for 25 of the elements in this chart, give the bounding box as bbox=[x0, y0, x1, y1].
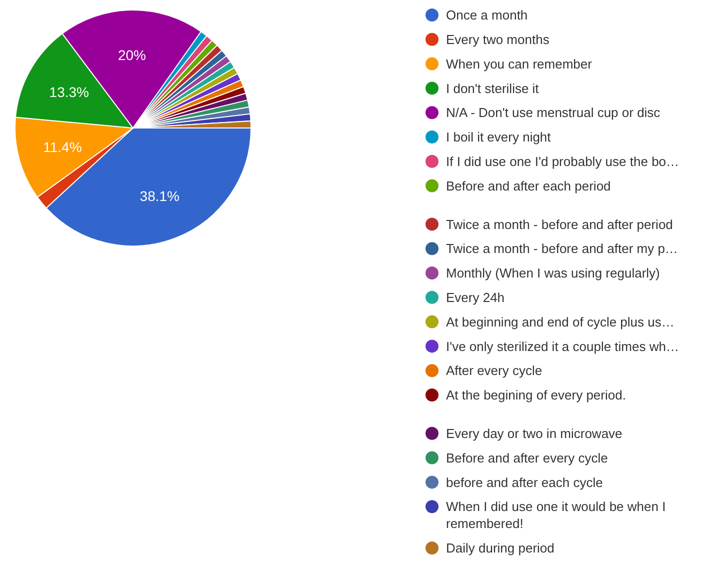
legend-label: Before and after every cycle bbox=[446, 450, 608, 466]
legend-label: At beginning and end of cycle plus us… bbox=[446, 314, 674, 330]
legend-label: I've only sterilized it a couple times wh… bbox=[446, 338, 679, 354]
legend-label: Once a month bbox=[446, 8, 528, 23]
legend-label: Twice a month - before and after my p… bbox=[446, 241, 678, 256]
legend-label: I don't sterilise it bbox=[446, 80, 540, 96]
legend-label: If I did use one I'd probably use the bo… bbox=[446, 154, 680, 169]
data-label: 11.4% bbox=[43, 139, 82, 156]
legend-label: At the begining of every period. bbox=[446, 388, 626, 403]
legend-label: When I did use one it would be when I remembered! bbox=[446, 499, 666, 532]
legend-label: After every cycle bbox=[446, 363, 542, 378]
legend-label: Before and after each period bbox=[446, 178, 611, 194]
legend-label: Daily during period bbox=[446, 540, 554, 556]
data-label: 13.3% bbox=[49, 84, 89, 100]
legend-label: Every 24h bbox=[446, 290, 505, 305]
legend-label: Every two months bbox=[446, 32, 550, 47]
legend-label: Monthly (When I was using regularly) bbox=[446, 266, 660, 281]
data-label: 38.1% bbox=[140, 188, 180, 204]
legend-label: Twice a month - before and after period bbox=[446, 216, 673, 232]
legend-label: Every day or two in microwave bbox=[446, 426, 622, 441]
data-label: 20% bbox=[118, 46, 146, 63]
legend-label: I boil it every night bbox=[446, 130, 552, 145]
legend-label: before and after each cycle bbox=[446, 474, 603, 490]
legend-label: N/A - Don't use menstrual cup or disc bbox=[446, 105, 661, 120]
legend-label: When you can remember bbox=[446, 56, 593, 72]
